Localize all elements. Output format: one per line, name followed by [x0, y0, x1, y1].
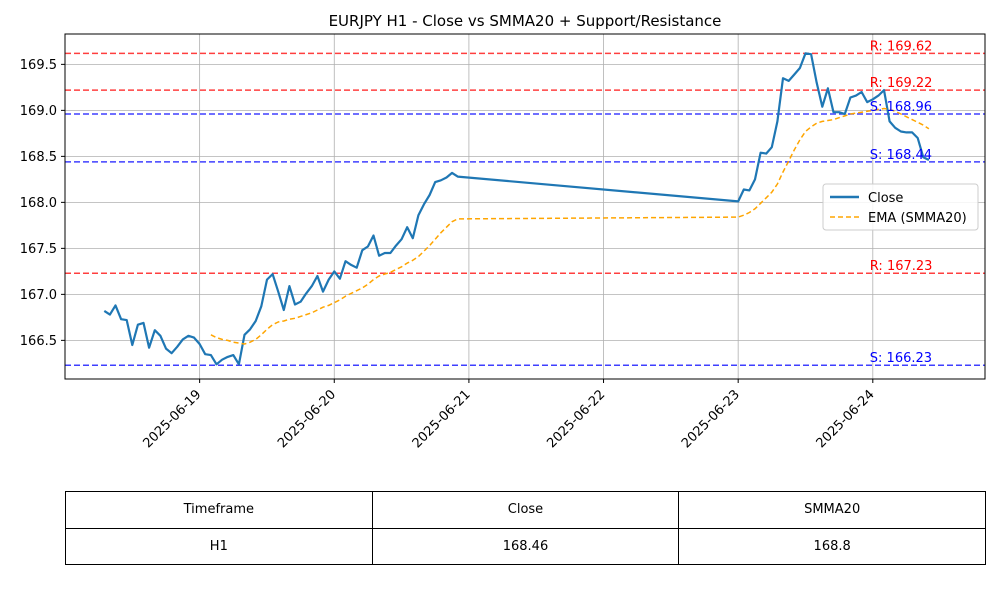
y-axis: 166.5 167.0 167.5 168.0 168.5 169.0 169.5 — [20, 58, 65, 349]
legend-label-smma: EMA (SMMA20) — [868, 211, 967, 226]
legend-box — [822, 183, 979, 231]
summary-header-cell: Timeframe — [65, 491, 373, 529]
y-tick-label: 167.5 — [20, 242, 57, 257]
summary-header-row: Timeframe Close SMMA20 — [65, 491, 986, 529]
support-label: S: 168.96 — [870, 100, 932, 115]
summary-header-cell: Close — [371, 491, 680, 529]
x-tick-label: 2025-06-24 — [814, 387, 878, 451]
support-label: S: 166.23 — [870, 351, 932, 366]
plot-frame — [64, 33, 986, 380]
line-chart: 2025-06-19 2025-06-20 2025-06-21 2025-06-22… — [20, 33, 986, 451]
y-tick-label: 168.5 — [20, 150, 57, 165]
support-resistance-levels — [65, 52, 985, 366]
support-label: S: 168.44 — [870, 148, 932, 163]
y-tick-label: 167.0 — [20, 288, 57, 303]
x-tick-label: 2025-06-21 — [410, 387, 474, 451]
chart-title: EURJPY H1 - Close vs SMMA20 + Support/Re… — [328, 12, 722, 30]
summary-row: H1 168.46 168.8 — [65, 527, 986, 565]
summary-header-cell: SMMA20 — [678, 491, 986, 529]
x-axis: 2025-06-19 2025-06-20 2025-06-21 2025-06-22… — [140, 379, 878, 451]
y-tick-label: 169.5 — [20, 58, 57, 73]
legend-label-close: Close — [868, 191, 903, 206]
y-tick-label: 166.5 — [20, 334, 57, 349]
x-tick-label: 2025-06-19 — [140, 387, 204, 451]
x-tick-label: 2025-06-23 — [679, 387, 743, 451]
level-labels: R: 169.62 R: 169.22 S: 168.96 S: 168.44 R: 1… — [870, 39, 933, 366]
summary-cell: 168.46 — [371, 527, 680, 565]
x-tick-label: 2025-06-22 — [544, 387, 608, 451]
resistance-label: R: 167.23 — [870, 259, 933, 274]
summary-cell: 168.8 — [678, 527, 986, 565]
close-price-line — [103, 52, 930, 366]
resistance-label: R: 169.22 — [870, 76, 933, 91]
x-tick-label: 2025-06-20 — [275, 387, 339, 451]
resistance-label: R: 169.62 — [870, 39, 933, 54]
series — [103, 52, 930, 366]
y-tick-label: 169.0 — [20, 104, 57, 119]
grid — [65, 34, 985, 379]
summary-table: Timeframe Close SMMA20 H1 168.46 168.8 — [65, 491, 986, 565]
legend: Close EMA (SMMA20) — [822, 183, 979, 231]
summary-cell: H1 — [65, 527, 373, 565]
y-tick-label: 168.0 — [20, 196, 57, 211]
smma20-line — [210, 107, 930, 345]
